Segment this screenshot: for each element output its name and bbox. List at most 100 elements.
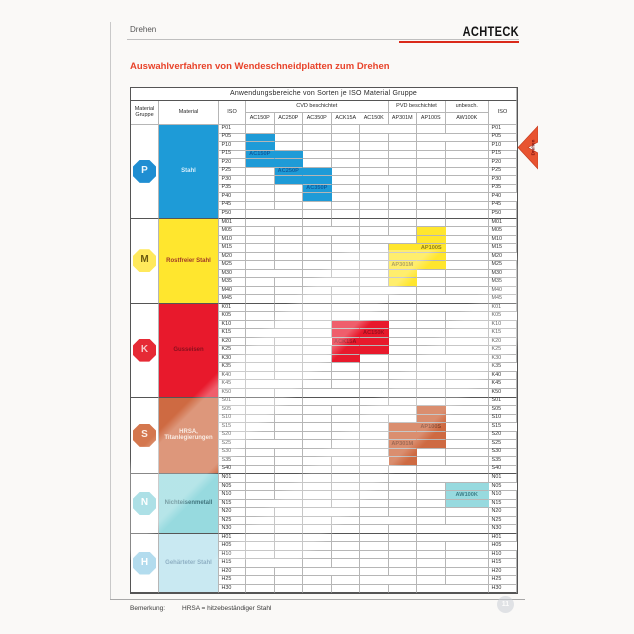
iso-code-right: N25 [489, 516, 517, 526]
grade-cell [417, 295, 446, 304]
grade-cell [417, 516, 446, 526]
iso-code-right: S05 [489, 406, 517, 415]
grade-cell [417, 185, 446, 194]
grade-cell [246, 440, 275, 449]
iso-code-left: P01 [219, 125, 246, 134]
grade-cell [388, 278, 417, 287]
iso-code-right: K25 [489, 346, 517, 355]
grade-cell [417, 448, 446, 458]
grade-cell [388, 295, 417, 304]
grade-cell [445, 193, 489, 202]
grade-cell [246, 337, 275, 347]
grade-cell [360, 423, 389, 432]
grade-cell: AC150K [360, 329, 389, 338]
iso-code-right: S01 [489, 397, 517, 407]
grade-cell [388, 371, 417, 381]
grade-cell [445, 133, 489, 143]
grade-cell [445, 397, 489, 407]
grade-cell [274, 371, 303, 381]
grade-cell [331, 533, 360, 543]
iso-code-right: M05 [489, 227, 517, 236]
grade-cell [360, 491, 389, 500]
col-header-material-gruppe: Material Gruppe [131, 101, 159, 125]
grade-cell [417, 193, 446, 202]
grade-cell [303, 210, 332, 219]
grade-cell [417, 567, 446, 577]
grade-cell [331, 354, 360, 364]
iso-code-right: K05 [489, 312, 517, 321]
grade-cell [303, 354, 332, 364]
grade-cell [274, 380, 303, 389]
grade-cell [445, 235, 489, 245]
grade-cell [417, 466, 446, 475]
iso-code-right: M20 [489, 253, 517, 262]
grade-cell [274, 252, 303, 262]
grade-cell [246, 295, 275, 304]
grade-cell [303, 542, 332, 551]
grade-cell [331, 457, 360, 466]
iso-code-left: H30 [219, 584, 246, 594]
grade-cell [246, 210, 275, 219]
grade-cell [274, 516, 303, 526]
footer-note: Bemerkung: HRSA = hitzebeständiger Stahl [130, 605, 271, 612]
grade-cell [274, 499, 303, 509]
grade-cell [360, 142, 389, 151]
grade-cell [417, 320, 446, 330]
grade-cell [388, 125, 417, 134]
grade-cell [388, 210, 417, 219]
grade-cell [388, 550, 417, 560]
material-group-badge-H: H [133, 551, 156, 575]
grade-cell [246, 270, 275, 279]
grade-cell [360, 406, 389, 415]
grade-range-label: AC350P [306, 185, 328, 192]
grade-cell [388, 252, 417, 262]
grade-cell [417, 312, 446, 321]
iso-code-right: K45 [489, 380, 517, 389]
grade-cell [360, 346, 389, 355]
grade-cell [303, 133, 332, 143]
iso-code-right: S10 [489, 414, 517, 424]
grade-cell [303, 491, 332, 500]
grade-cell [246, 448, 275, 458]
iso-code-left: M25 [219, 261, 246, 270]
grade-cell [445, 218, 489, 228]
material-group-badge-N: N [133, 491, 156, 515]
iso-code-left: P25 [219, 167, 246, 177]
grade-cell [246, 235, 275, 245]
grade-cell [360, 312, 389, 321]
grade-cell [360, 167, 389, 177]
grade-cell [246, 159, 275, 168]
grade-cell [360, 354, 389, 364]
grade-cell [303, 371, 332, 381]
iso-code-left: S35 [219, 457, 246, 466]
footer-note-text: HRSA = hitzebeständiger Stahl [182, 605, 272, 612]
grade-cell [274, 423, 303, 432]
grade-cell [445, 414, 489, 424]
grade-cell [331, 499, 360, 509]
material-group-cell-M: M [131, 218, 159, 304]
iso-code-left: S25 [219, 440, 246, 449]
grade-cell [331, 516, 360, 526]
grade-cell [331, 482, 360, 492]
grade-cell [360, 278, 389, 287]
grade-cell [303, 559, 332, 568]
grade-cell [360, 261, 389, 270]
grade-cell [388, 423, 417, 432]
grade-cell [360, 193, 389, 202]
iso-code-left: H20 [219, 567, 246, 577]
grade-cell [274, 312, 303, 321]
grade-cell [303, 474, 332, 483]
grade-cell [417, 363, 446, 372]
grade-cell [388, 337, 417, 347]
grade-cell [331, 423, 360, 432]
grade-cell [360, 150, 389, 160]
grade-cell [388, 465, 417, 475]
grade-cell [445, 482, 489, 492]
grade-cell [331, 371, 360, 381]
grade-cell [445, 516, 489, 526]
grade-cell [274, 286, 303, 296]
grade-cell [303, 423, 332, 432]
grade-cell [274, 329, 303, 338]
grade-cell [331, 474, 360, 483]
grade-cell [246, 414, 275, 424]
